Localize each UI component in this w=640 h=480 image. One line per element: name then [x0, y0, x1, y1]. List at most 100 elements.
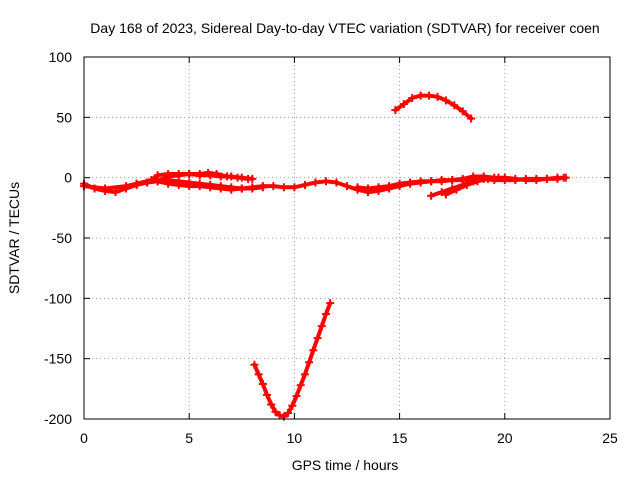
data-point — [147, 176, 156, 185]
data-point — [153, 177, 162, 186]
data-point — [250, 360, 259, 369]
data-point — [395, 179, 404, 188]
data-point — [427, 191, 436, 200]
y-tick-label: -150 — [44, 351, 72, 367]
data-point — [494, 173, 503, 182]
y-tick-label: -200 — [44, 411, 72, 427]
data-point — [374, 183, 383, 192]
data-point — [425, 91, 434, 100]
data-point — [164, 170, 173, 179]
data-point — [483, 174, 492, 183]
data-point — [332, 178, 341, 187]
data-point — [473, 177, 482, 186]
data-point — [391, 106, 400, 115]
data-point — [437, 188, 446, 197]
data-point — [353, 183, 362, 192]
data-point — [248, 184, 257, 193]
data-point — [206, 183, 215, 192]
data-point — [269, 182, 278, 191]
x-tick-label: 5 — [185, 430, 193, 446]
chart-title: Day 168 of 2023, Sidereal Day-to-day VTE… — [90, 20, 599, 36]
data-point — [416, 177, 425, 186]
data-point — [511, 176, 520, 185]
data-point — [452, 185, 461, 194]
data-point — [441, 96, 450, 105]
data-point — [174, 180, 183, 189]
data-point — [223, 172, 232, 181]
data-point — [284, 408, 293, 417]
y-axis-label: SDTVAR / TECUs — [6, 182, 22, 294]
data-point — [267, 400, 276, 409]
data-point — [433, 92, 442, 101]
data-point — [321, 177, 330, 186]
data-point — [300, 370, 309, 379]
data-point — [288, 401, 297, 410]
y-tick-label: -50 — [52, 230, 72, 246]
plot-frame — [83, 56, 611, 420]
data-point — [254, 370, 263, 379]
data-point — [437, 176, 446, 185]
data-point — [185, 170, 194, 179]
data-point — [500, 176, 509, 185]
data-point — [216, 184, 225, 193]
data-point — [185, 182, 194, 191]
data-point — [450, 101, 459, 110]
data-point — [467, 114, 476, 123]
data-series — [80, 91, 570, 421]
data-point — [258, 380, 267, 389]
data-point — [111, 188, 120, 197]
data-point — [237, 184, 246, 193]
data-point — [271, 407, 280, 416]
data-point — [408, 94, 417, 103]
data-point — [311, 178, 320, 187]
series-line-7 — [393, 93, 474, 121]
data-point — [448, 176, 457, 185]
data-point — [532, 174, 541, 183]
y-tick-label: 0 — [64, 170, 72, 186]
data-point — [101, 184, 110, 193]
data-point — [427, 177, 436, 186]
data-point — [462, 180, 471, 189]
data-point — [458, 107, 467, 116]
data-point — [399, 100, 408, 109]
x-tick-label: 15 — [392, 430, 408, 446]
data-point — [132, 179, 141, 188]
data-point — [561, 173, 570, 182]
data-point — [212, 170, 221, 179]
x-tick-label: 0 — [80, 430, 88, 446]
y-tick-label: 50 — [56, 109, 72, 125]
data-point — [258, 183, 267, 192]
x-axis-label: GPS time / hours — [292, 457, 399, 473]
axis-ticks: 0 5 10 15 20 25 100 50 0 -50 -100 -150 -200 — [44, 49, 618, 446]
data-point — [174, 170, 183, 179]
data-point — [296, 381, 305, 390]
data-point — [195, 182, 204, 191]
data-point — [195, 170, 204, 179]
data-point — [385, 182, 394, 191]
y-tick-label: -100 — [44, 290, 72, 306]
data-point — [275, 411, 284, 420]
data-point — [441, 190, 450, 199]
series-line-8 — [252, 301, 333, 419]
data-point — [233, 173, 242, 182]
data-point — [164, 179, 173, 188]
data-point — [305, 358, 314, 367]
data-point — [321, 310, 330, 319]
data-point — [290, 183, 299, 192]
data-point — [309, 346, 318, 355]
data-point — [416, 91, 425, 100]
x-tick-label: 20 — [497, 430, 513, 446]
data-point — [292, 392, 301, 401]
data-point — [553, 173, 562, 182]
data-point — [263, 390, 272, 399]
data-point — [542, 174, 551, 183]
data-point — [521, 174, 530, 183]
data-point — [204, 168, 213, 177]
x-tick-label: 25 — [602, 430, 618, 446]
data-point — [406, 178, 415, 187]
y-tick-label: 100 — [49, 49, 73, 65]
data-point — [122, 182, 131, 191]
data-point — [326, 299, 335, 308]
data-point — [227, 185, 236, 194]
